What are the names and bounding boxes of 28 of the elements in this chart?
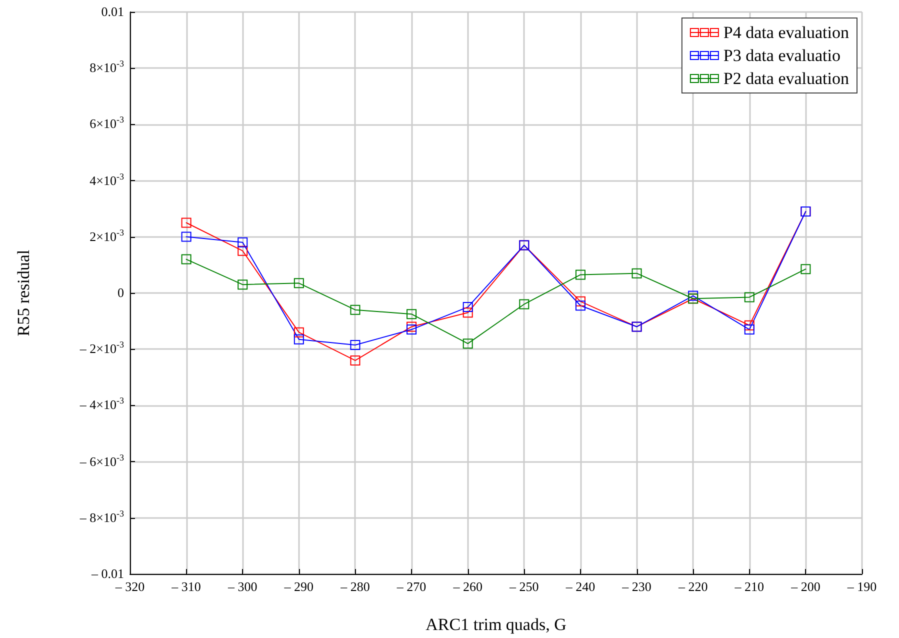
x-tick-label: – 200 <box>790 579 820 594</box>
x-tick-label: – 300 <box>226 579 258 594</box>
y-tick-label: 4×10$^{-3}$ <box>90 171 124 190</box>
x-tick-label: – 270 <box>396 579 426 594</box>
x-tick-label: – 310 <box>170 579 201 594</box>
x-tick-label: – 190 <box>846 579 877 594</box>
x-tick-label: – 260 <box>452 579 482 594</box>
y-tick-label: 0.01 <box>101 3 124 21</box>
y-tick-label: – 6×10$^{-3}$ <box>80 452 124 471</box>
legend-label: P2 data evaluation <box>723 69 850 88</box>
y-tick-label: – 8×10$^{-3}$ <box>80 508 124 527</box>
x-tick-label: – 290 <box>283 579 314 594</box>
x-tick-label: – 230 <box>621 579 652 594</box>
x-tick-label: – 280 <box>340 579 370 594</box>
y-tick-label: 0 <box>118 284 124 302</box>
x-tick-label: – 210 <box>734 579 764 594</box>
legend-label: P4 data evaluation <box>723 23 850 42</box>
legend-label: P3 data evaluatio <box>723 46 841 65</box>
y-axis-title: R55 residual <box>14 250 33 336</box>
y-tick-label: – 2×10$^{-3}$ <box>80 340 124 358</box>
x-axis-title: ARC1 trim quads, G <box>426 615 566 634</box>
y-tick-label: – 4×10$^{-3}$ <box>80 396 124 414</box>
y-tick-label: 8×10$^{-3}$ <box>90 58 124 78</box>
x-tick-label: – 240 <box>564 579 596 594</box>
x-tick-label: – 250 <box>508 579 539 594</box>
y-tick-label: 2×10$^{-3}$ <box>90 227 124 246</box>
x-tick-label: – 220 <box>677 579 708 594</box>
y-tick-label: 6×10$^{-3}$ <box>90 115 124 134</box>
